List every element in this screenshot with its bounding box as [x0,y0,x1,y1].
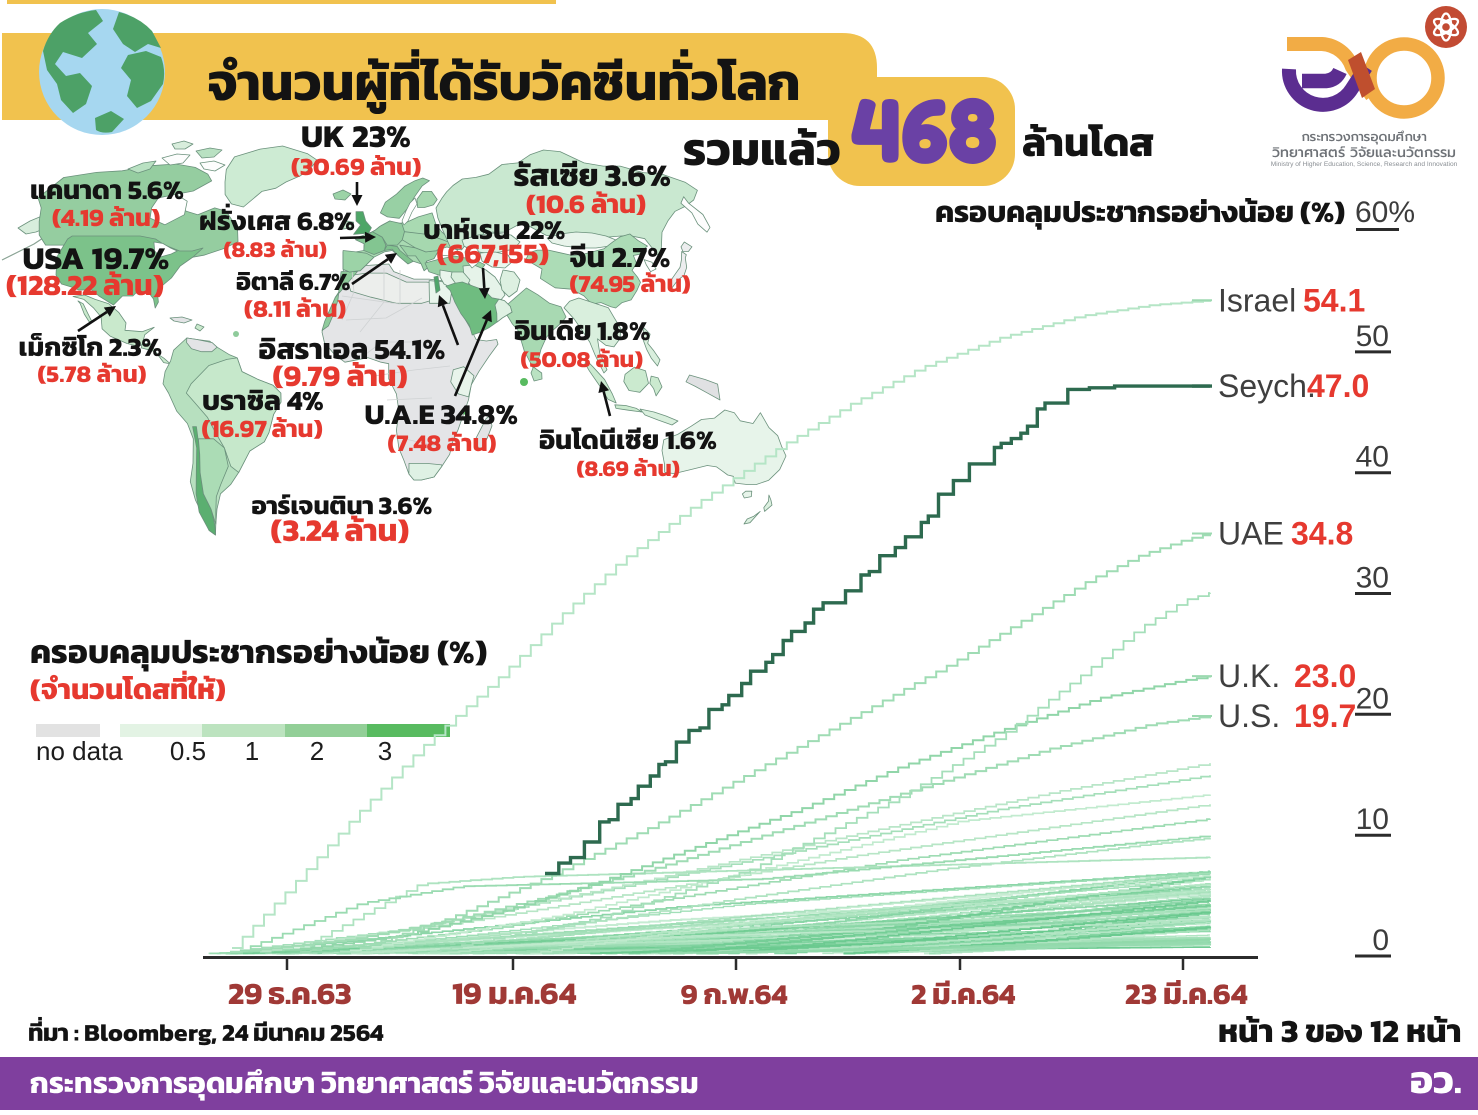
svg-text:no data: no data [36,736,123,766]
svg-text:19.7: 19.7 [1294,698,1356,734]
svg-text:UAE: UAE [1218,516,1284,552]
svg-text:30: 30 [1356,562,1389,595]
svg-text:23.0: 23.0 [1294,658,1356,694]
svg-text:U.S.: U.S. [1218,698,1280,734]
svg-text:0.5: 0.5 [170,736,206,766]
svg-text:47.0: 47.0 [1307,368,1369,404]
svg-text:40: 40 [1356,441,1389,474]
svg-text:34.8: 34.8 [1291,516,1353,552]
svg-text:54.1: 54.1 [1303,282,1365,318]
svg-text:10: 10 [1356,803,1389,836]
svg-text:20: 20 [1356,682,1389,715]
svg-text:Israel: Israel [1218,282,1296,318]
svg-text:0: 0 [1372,924,1389,957]
svg-text:2: 2 [310,736,324,766]
svg-text:U.K.: U.K. [1218,658,1280,694]
svg-text:Ministry of Higher Education,: Ministry of Higher Education, Science, R… [1271,161,1458,168]
svg-text:50: 50 [1356,320,1389,353]
svg-text:3: 3 [378,736,392,766]
svg-text:1: 1 [245,736,259,766]
svg-text:Seych.: Seych. [1218,368,1316,404]
svg-text:60%: 60% [1355,196,1415,229]
